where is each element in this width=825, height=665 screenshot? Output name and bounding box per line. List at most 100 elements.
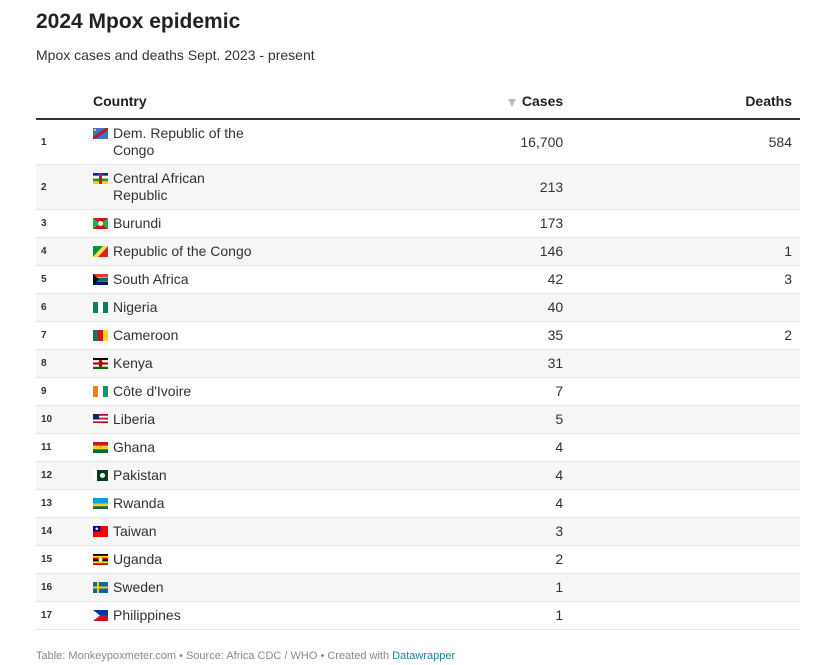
country-wrap: Côte d'Ivoire [93, 383, 303, 400]
table-row[interactable]: 4 Republic of the Congo 146 1 [36, 237, 800, 266]
flag-part [93, 610, 108, 616]
deaths-cell [571, 546, 800, 574]
rank-cell: 8 [41, 358, 47, 369]
deaths-cell: 584 [768, 133, 792, 150]
cases-cell: 16,700 [520, 133, 564, 150]
table-row[interactable]: 8 Kenya 31 [36, 349, 800, 378]
title: 2024 Mpox epidemic [36, 10, 241, 33]
flag-part [98, 221, 103, 226]
flag-part [93, 610, 100, 621]
rank-cell: 7 [41, 330, 47, 341]
country-name: Ghana [113, 439, 156, 455]
cases-cell: 213 [539, 178, 564, 195]
cases-cell: 3 [555, 523, 564, 539]
deaths-cell [571, 406, 800, 434]
table-row[interactable]: 15 Uganda 2 [36, 546, 800, 574]
flag-part [103, 386, 108, 397]
rank-cell: 4 [41, 246, 47, 257]
flag-icon [93, 218, 108, 229]
cases-cell: 146 [539, 243, 564, 259]
flag-part [93, 421, 108, 424]
rank-cell: 13 [41, 498, 53, 509]
country-wrap: Ghana [93, 439, 303, 456]
column-header[interactable]: Deaths [571, 89, 800, 120]
footer: Table: Monkeypoxmeter.com • Source: Afri… [36, 650, 455, 662]
flag-part [93, 586, 108, 589]
country-cell: Pakistan [85, 462, 311, 490]
country-cell: South Africa [85, 266, 311, 294]
cases-cell: 4 [555, 495, 564, 511]
country-wrap: Taiwan [93, 523, 303, 540]
table-row[interactable]: 1 Dem. Republic of the Congo 16,700 584 [36, 119, 800, 165]
country-cell: Rwanda [85, 490, 311, 518]
flag-part [93, 503, 108, 507]
flag-part [93, 470, 97, 481]
table-row[interactable]: 14 Taiwan 3 [36, 517, 800, 546]
flag-part [99, 173, 102, 184]
flag-part [103, 302, 108, 313]
country-name: Dem. Republic of the Congo [113, 125, 244, 158]
column-header[interactable]: Country [85, 89, 311, 120]
country-name: Cameroon [113, 327, 179, 343]
cases-cell: 1 [555, 607, 564, 623]
footer-link[interactable]: Datawrapper [392, 650, 456, 662]
footer-text: Table: Monkeypoxmeter.com • Source: Afri… [36, 650, 390, 662]
deaths-cell [571, 350, 800, 378]
column-header[interactable]: Cases [311, 89, 572, 120]
flag-part [98, 557, 103, 562]
table-row[interactable]: 5 South Africa 42 3 [36, 266, 800, 294]
country-cell: Uganda [85, 546, 311, 574]
country-cell: Kenya [85, 350, 311, 378]
flag-part [93, 414, 99, 420]
flag-part [93, 386, 99, 397]
table-row[interactable]: 13 Rwanda 4 [36, 490, 800, 518]
table-row[interactable]: 9 Côte d'Ivoire 7 [36, 378, 800, 406]
flag-part [93, 561, 108, 564]
table-row[interactable]: 17 Philippines 1 [36, 602, 800, 630]
table-row[interactable]: 12 Pakistan 4 [36, 461, 800, 490]
flag-icon [93, 246, 108, 257]
cases-cell: 35 [547, 327, 564, 343]
flag-part [93, 302, 99, 313]
column-label: Cases [521, 93, 564, 109]
table-row[interactable]: 6 Nigeria 40 [36, 293, 800, 322]
cases-cell: 5 [555, 411, 564, 427]
country-name: Côte d'Ivoire [113, 383, 192, 399]
country-name: Rwanda [113, 495, 165, 511]
flag-icon [93, 554, 108, 565]
table-row[interactable]: 7 Cameroon 35 2 [36, 322, 800, 350]
country-name: Central African Republic [113, 170, 205, 203]
table-row[interactable]: 10 Liberia 5 [36, 405, 800, 434]
flag-icon [93, 582, 108, 593]
flag-part [93, 281, 108, 285]
deaths-cell [571, 518, 800, 546]
country-cell: Philippines [85, 602, 311, 630]
deaths-cell [571, 490, 800, 518]
country-wrap: Kenya [93, 355, 303, 372]
country-name: Uganda [113, 551, 163, 567]
flag-part [100, 218, 108, 229]
table-row[interactable]: 3 Burundi 173 [36, 210, 800, 238]
subtitle: Mpox cases and deaths Sept. 2023 - prese… [36, 47, 315, 63]
table-row[interactable]: 2 Central African Republic 213 [36, 164, 800, 210]
rank-cell: 9 [41, 386, 47, 397]
cases-cell: 42 [547, 271, 564, 287]
flag-part [93, 274, 99, 285]
table-head: Country Cases Deaths [36, 89, 800, 120]
table-row[interactable]: 11 Ghana 4 [36, 434, 800, 462]
country-cell: Dem. Republic of the Congo [85, 119, 311, 165]
flag-part [93, 278, 108, 281]
deaths-cell [571, 602, 800, 630]
flag-icon [93, 610, 108, 621]
flag-part [93, 498, 108, 504]
cases-cell: 1 [555, 579, 564, 595]
flag-part [93, 445, 108, 450]
country-wrap: Sweden [93, 579, 303, 596]
country-name: Burundi [113, 215, 162, 231]
country-wrap: Uganda [93, 551, 303, 568]
table-row[interactable]: 16 Sweden 1 [36, 573, 800, 602]
flag-part [93, 366, 108, 369]
rank-cell: 16 [41, 582, 53, 593]
flag-part [93, 449, 108, 453]
